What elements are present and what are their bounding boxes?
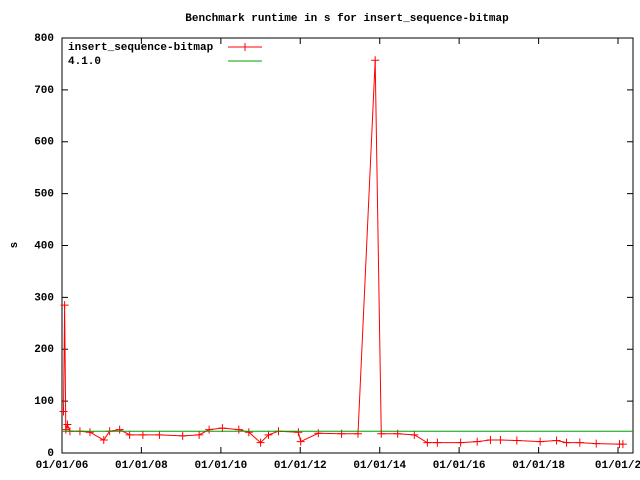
x-tick-label: 01/01/2 bbox=[595, 460, 640, 472]
y-tick-label: 600 bbox=[34, 137, 54, 149]
y-tick-label: 700 bbox=[34, 85, 54, 97]
point-marker bbox=[155, 430, 164, 439]
x-tick-label: 01/01/06 bbox=[36, 460, 89, 472]
x-tick-label: 01/01/08 bbox=[115, 460, 168, 472]
point-marker bbox=[234, 425, 243, 434]
point-marker bbox=[314, 429, 323, 438]
legend-label: insert_sequence-bitmap bbox=[68, 42, 214, 54]
y-tick-label: 300 bbox=[34, 292, 54, 304]
point-marker bbox=[575, 438, 584, 447]
point-marker bbox=[456, 438, 465, 447]
x-tick-label: 01/01/14 bbox=[353, 460, 406, 472]
point-marker bbox=[85, 428, 94, 437]
point-marker bbox=[433, 438, 442, 447]
point-marker bbox=[138, 430, 147, 439]
point-marker bbox=[195, 430, 204, 439]
x-tick-label: 01/01/12 bbox=[274, 460, 327, 472]
point-marker bbox=[63, 420, 72, 429]
y-tick-label: 500 bbox=[34, 189, 54, 201]
y-axis-label: s bbox=[9, 242, 21, 249]
point-marker bbox=[294, 428, 303, 437]
point-marker bbox=[473, 437, 482, 446]
y-tick-label: 800 bbox=[34, 33, 54, 45]
legend-marker bbox=[241, 43, 249, 51]
point-marker bbox=[205, 425, 214, 434]
x-tick-label: 01/01/18 bbox=[512, 460, 565, 472]
y-tick-label: 200 bbox=[34, 344, 54, 356]
point-marker bbox=[618, 440, 627, 449]
point-marker bbox=[59, 407, 68, 416]
point-marker bbox=[256, 438, 265, 447]
point-marker bbox=[61, 425, 70, 434]
point-marker bbox=[371, 56, 380, 65]
y-tick-label: 100 bbox=[34, 396, 54, 408]
point-marker bbox=[423, 438, 432, 447]
point-marker bbox=[115, 425, 124, 434]
legend-label: 4.1.0 bbox=[68, 56, 101, 68]
point-marker bbox=[244, 428, 253, 437]
x-tick-label: 01/01/16 bbox=[433, 460, 486, 472]
y-tick-label: 400 bbox=[34, 240, 54, 252]
chart-title: Benchmark runtime in s for insert_sequen… bbox=[185, 13, 509, 25]
point-marker bbox=[125, 430, 134, 439]
plot-border bbox=[61, 37, 634, 454]
point-marker bbox=[536, 437, 545, 446]
point-marker bbox=[562, 438, 571, 447]
point-marker bbox=[60, 301, 69, 310]
point-marker bbox=[296, 437, 305, 446]
point-marker bbox=[264, 430, 273, 439]
point-marker bbox=[178, 431, 187, 440]
point-marker bbox=[512, 436, 521, 445]
point-marker bbox=[496, 436, 505, 445]
point-marker bbox=[410, 430, 419, 439]
point-marker bbox=[552, 436, 561, 445]
point-marker bbox=[486, 436, 495, 445]
point-marker bbox=[99, 436, 108, 445]
y-tick-label: 0 bbox=[47, 448, 54, 460]
x-tick-label: 01/01/10 bbox=[194, 460, 247, 472]
series-line bbox=[63, 60, 623, 445]
point-marker bbox=[592, 439, 601, 448]
